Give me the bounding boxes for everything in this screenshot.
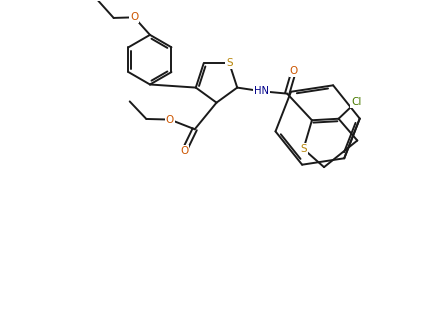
Text: Cl: Cl bbox=[351, 97, 361, 107]
Text: S: S bbox=[300, 144, 307, 154]
Text: O: O bbox=[180, 146, 188, 156]
Text: HN: HN bbox=[254, 86, 269, 96]
Text: O: O bbox=[166, 115, 174, 125]
Text: S: S bbox=[226, 58, 233, 68]
Text: O: O bbox=[290, 66, 298, 76]
Text: O: O bbox=[130, 12, 138, 22]
